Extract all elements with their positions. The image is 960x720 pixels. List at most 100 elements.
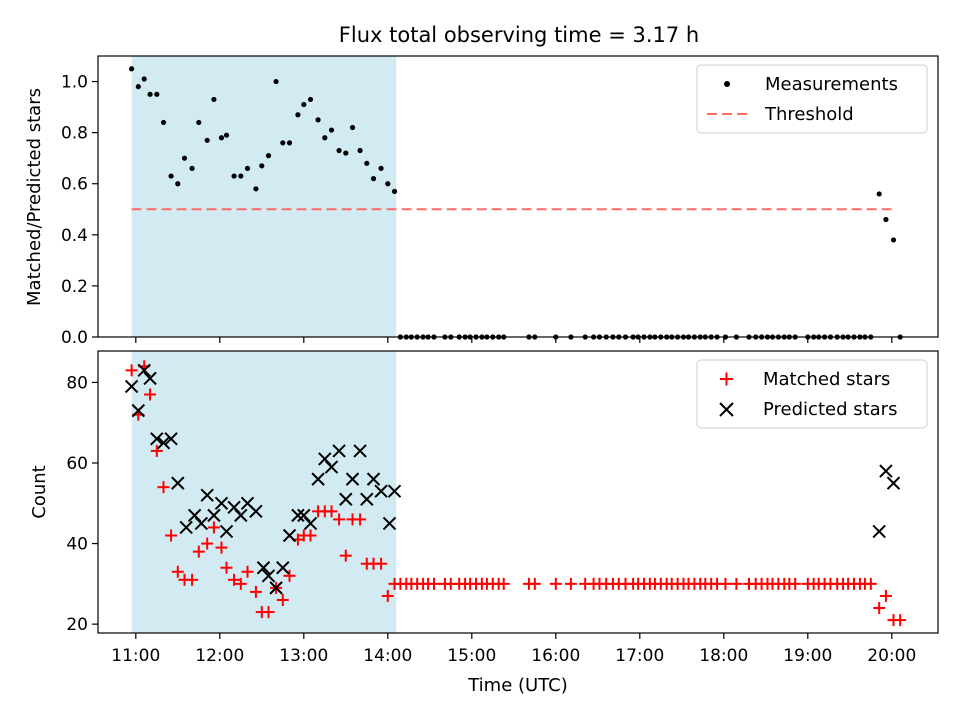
legend-x-marker <box>719 402 734 417</box>
top-legend-box <box>696 64 928 134</box>
predicted-star-point <box>303 516 318 531</box>
chart-title: Flux total observing time = 3.17 h <box>339 23 699 47</box>
measurement-point <box>391 188 398 194</box>
matched-star-point <box>564 577 577 590</box>
predicted-star-point <box>879 464 893 478</box>
top-y-tick-label: 0.4 <box>61 226 88 246</box>
predicted-star-point <box>256 561 271 575</box>
measurement-point <box>211 96 217 103</box>
measurement-point <box>328 127 335 133</box>
predicted-star-point <box>234 508 248 523</box>
predicted-star-point <box>137 363 151 378</box>
measurement-point <box>364 160 370 166</box>
bottom-y-tick-label: 80 <box>66 373 88 393</box>
matched-star-point <box>428 577 440 590</box>
predicted-star-point <box>332 444 346 458</box>
matched-star-point <box>234 577 247 590</box>
predicted-star-point <box>131 403 146 418</box>
top-panel: Flux total observing time = 3.17 h 0.00.… <box>24 23 939 348</box>
legend-plus-marker <box>720 372 733 386</box>
bottom-x-tick-label: 11:00 <box>111 646 160 666</box>
measurement-point <box>238 173 244 179</box>
predicted-star-point <box>291 508 305 523</box>
bottom-y-tick-label: 20 <box>66 615 88 635</box>
matched-star-point <box>325 505 338 518</box>
measurement-point <box>154 91 160 97</box>
top-y-axis: 0.0 0.2 0.4 0.6 0.8 1.0 <box>61 73 98 348</box>
matched-star-point <box>381 589 394 602</box>
predicted-star-point <box>276 561 290 575</box>
predicted-star-point <box>171 476 185 490</box>
predicted-star-point <box>345 472 360 486</box>
predicted-star-point <box>150 432 164 446</box>
matched-star-point <box>228 573 241 586</box>
matched-star-point <box>549 577 562 590</box>
matched-star-point <box>497 577 510 590</box>
measurement-point <box>322 135 328 141</box>
predicted-star-point <box>156 436 171 450</box>
top-x-ticks <box>135 337 893 343</box>
top-y-tick-label: 0.6 <box>61 175 88 195</box>
measurement-point <box>189 165 195 171</box>
measurement-point <box>385 181 391 187</box>
matched-star-point <box>730 577 743 590</box>
matched-star-point <box>157 481 170 494</box>
measurement-point <box>265 153 272 159</box>
predicted-star-point <box>339 492 353 506</box>
predicted-star-point <box>886 476 901 490</box>
predicted-star-point <box>324 460 339 474</box>
matched-star-point <box>125 364 138 377</box>
observing-window-shade <box>131 56 397 337</box>
predicted-star-point <box>269 581 283 595</box>
top-y-tick-label: 0.8 <box>61 124 88 144</box>
bottom-x-tick-label: 15:00 <box>447 646 496 666</box>
predicted-star-point <box>366 472 381 486</box>
legend-label-predicted: Predicted stars <box>763 399 897 420</box>
top-y-axis-label: Matched/Predicted stars <box>24 88 45 306</box>
matched-star-point <box>333 513 346 526</box>
predicted-star-point <box>261 569 276 583</box>
legend-label-measurements: Measurements <box>765 74 898 95</box>
measurement-point <box>218 135 225 141</box>
measurement-point <box>280 140 286 146</box>
predicted-star-point <box>282 528 297 543</box>
measurement-point <box>336 147 342 154</box>
matched-star-point <box>171 565 184 578</box>
matched-star-point <box>528 577 541 590</box>
predicted-star-point <box>387 484 402 498</box>
predicted-stars-points <box>124 363 901 595</box>
measurement-point <box>890 237 897 243</box>
measurement-point <box>244 165 251 171</box>
bottom-x-tick-label: 19:00 <box>783 646 832 666</box>
measurement-point <box>196 119 202 126</box>
predicted-star-point <box>214 496 229 510</box>
matched-star-point <box>339 549 352 562</box>
matched-star-point <box>215 541 228 554</box>
measurement-point <box>259 163 265 169</box>
matched-star-point <box>304 529 317 542</box>
measurement-point <box>349 124 356 131</box>
measurement-point <box>301 101 307 108</box>
matched-star-point <box>873 602 886 615</box>
bottom-x-tick-label: 14:00 <box>363 646 412 666</box>
matched-star-point <box>276 593 289 606</box>
top-legend: Measurements Threshold <box>696 64 928 134</box>
bottom-y-axis: 20 40 60 80 <box>66 373 98 635</box>
measurement-point <box>160 119 167 126</box>
predicted-star-point <box>382 516 397 531</box>
matched-star-point <box>241 565 254 578</box>
matched-star-point <box>186 573 199 586</box>
measurement-point <box>883 216 889 223</box>
bottom-x-tick-label: 18:00 <box>699 646 748 666</box>
matched-star-point <box>354 513 367 526</box>
measurement-point <box>175 181 181 187</box>
legend-dot-marker <box>724 81 730 87</box>
predicted-star-point <box>219 524 234 539</box>
measurement-point <box>231 173 237 179</box>
predicted-star-point <box>249 504 263 519</box>
matched-star-point <box>144 388 157 401</box>
measurement-point <box>223 132 230 138</box>
matched-star-point <box>719 577 732 590</box>
measurement-point <box>141 76 147 82</box>
measurement-point <box>357 147 363 154</box>
